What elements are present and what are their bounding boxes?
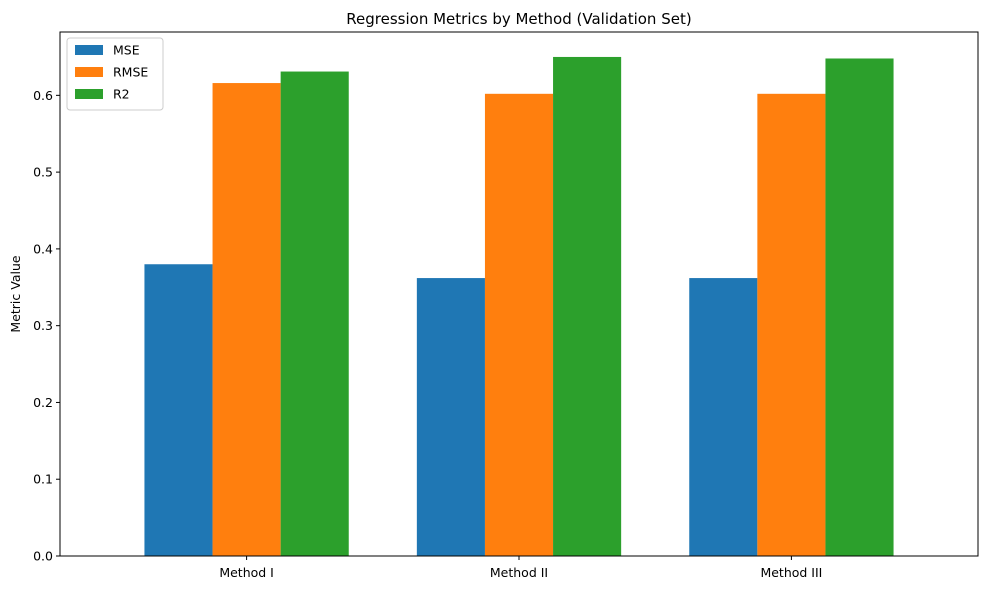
legend: MSE RMSE R2 [66,37,164,111]
y-tick-label: 0.6 [33,88,53,103]
bar-mse-1 [416,278,485,556]
legend-swatch-r2 [75,89,103,99]
legend-label-r2: R2 [113,87,130,102]
bar-r2-1 [553,56,622,556]
bar-r2-0 [280,71,349,557]
bars-layer [144,56,894,557]
legend-label-mse: MSE [113,43,140,58]
x-axis: Method I Method II Method III [219,556,822,580]
x-tick-label: Method III [760,565,822,580]
y-tick-label: 0.5 [33,165,53,180]
bar-r2-2 [825,58,894,556]
y-tick-label: 0.2 [33,395,53,410]
y-axis: 0.0 0.1 0.2 0.3 0.4 0.5 0.6 [33,88,60,564]
y-tick-label: 0.1 [33,472,53,487]
y-tick-label: 0.3 [33,318,53,333]
legend-swatch-mse [75,45,103,55]
bar-mse-0 [144,264,213,556]
chart-title: Regression Metrics by Method (Validation… [346,10,691,28]
x-tick-label: Method I [219,565,274,580]
y-tick-label: 0.0 [33,549,53,564]
y-tick-label: 0.4 [33,241,53,256]
bar-mse-2 [689,278,758,556]
legend-swatch-rmse [75,67,103,77]
bar-rmse-2 [757,93,826,557]
legend-label-rmse: RMSE [113,65,148,80]
x-tick-label: Method II [490,565,548,580]
bar-rmse-1 [484,93,554,557]
y-axis-label: Metric Value [8,255,23,332]
bar-rmse-0 [212,83,281,557]
